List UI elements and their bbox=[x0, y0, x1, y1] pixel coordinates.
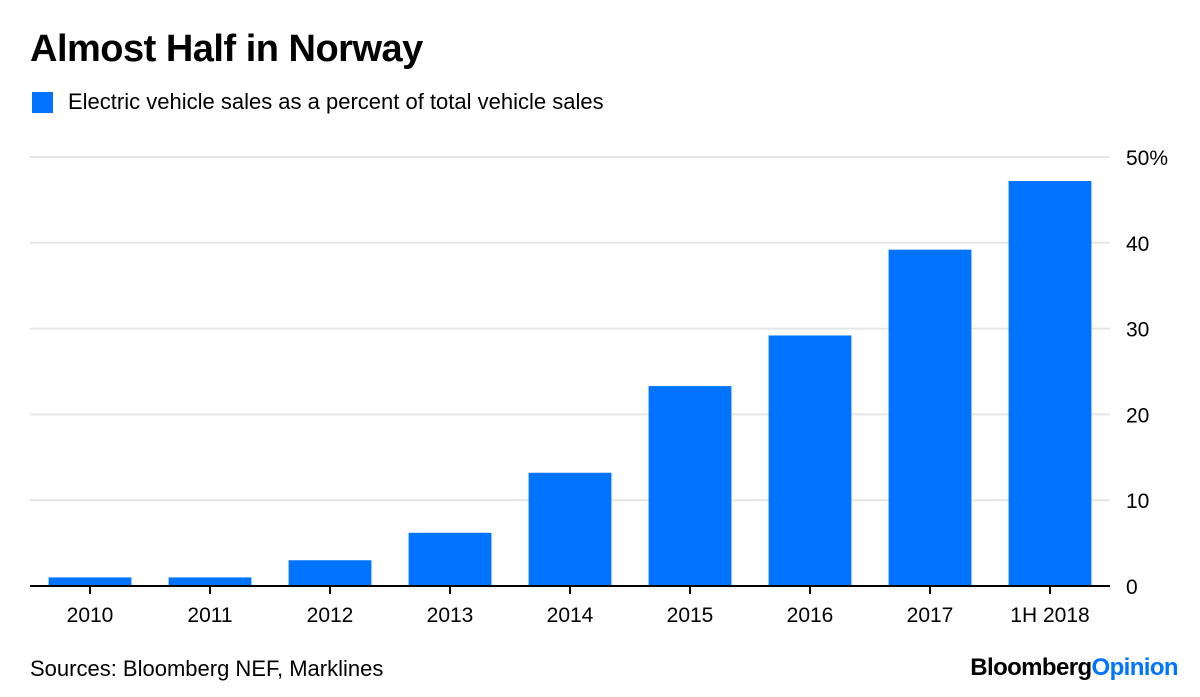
bar bbox=[168, 577, 252, 586]
y-tick-label: 20 bbox=[1126, 404, 1149, 427]
brand-logo-part1: Bloomberg bbox=[970, 654, 1092, 681]
bar bbox=[768, 335, 852, 586]
bar bbox=[48, 577, 132, 586]
x-tick-label: 2011 bbox=[187, 604, 232, 627]
x-tick-label: 2012 bbox=[307, 604, 354, 627]
x-tick-label: 2015 bbox=[667, 604, 714, 627]
brand-logo-part2: Opinion bbox=[1091, 654, 1179, 681]
y-tick-label: 10 bbox=[1126, 490, 1149, 513]
source-note: Sources: Bloomberg NEF, Marklines bbox=[30, 656, 384, 681]
y-tick-label: 50% bbox=[1126, 147, 1168, 170]
bar bbox=[528, 472, 612, 586]
x-tick-label: 2017 bbox=[907, 604, 954, 627]
y-tick-label: 40 bbox=[1126, 233, 1149, 256]
legend-label: Electric vehicle sales as a percent of t… bbox=[68, 89, 604, 114]
y-tick-label: 30 bbox=[1126, 319, 1149, 342]
chart-title: Almost Half in Norway bbox=[30, 28, 423, 70]
bar bbox=[888, 249, 972, 586]
chart-legend: Electric vehicle sales as a percent of t… bbox=[32, 88, 604, 116]
bar bbox=[408, 532, 492, 586]
x-tick-label: 2016 bbox=[787, 604, 834, 627]
bar bbox=[648, 386, 732, 586]
x-tick-label: 2014 bbox=[547, 604, 594, 627]
y-tick-label: 0 bbox=[1126, 576, 1138, 599]
brand-logo: BloombergOpinion bbox=[970, 654, 1178, 682]
bar bbox=[1008, 181, 1092, 587]
bar bbox=[288, 560, 372, 586]
x-tick-label: 1H 2018 bbox=[1010, 604, 1089, 627]
x-tick-label: 2013 bbox=[427, 604, 474, 627]
legend-swatch bbox=[32, 91, 53, 113]
x-tick-label: 2010 bbox=[67, 604, 114, 627]
